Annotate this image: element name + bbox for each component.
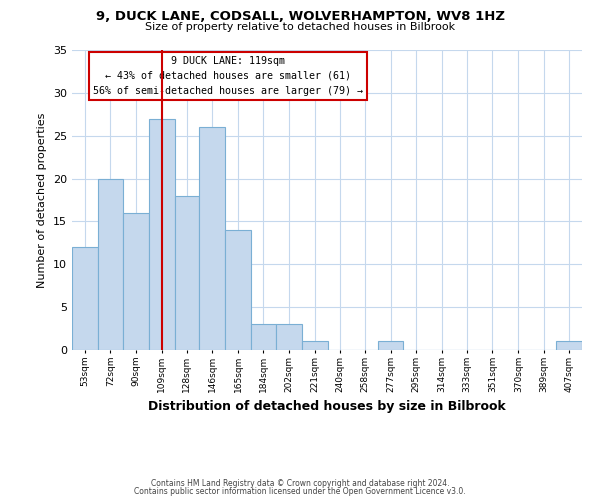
Bar: [251, 324, 276, 350]
Y-axis label: Number of detached properties: Number of detached properties: [37, 112, 47, 288]
Text: 9, DUCK LANE, CODSALL, WOLVERHAMPTON, WV8 1HZ: 9, DUCK LANE, CODSALL, WOLVERHAMPTON, WV…: [95, 10, 505, 23]
Text: 9 DUCK LANE: 119sqm
← 43% of detached houses are smaller (61)
56% of semi-detach: 9 DUCK LANE: 119sqm ← 43% of detached ho…: [92, 56, 362, 96]
Text: Contains public sector information licensed under the Open Government Licence v3: Contains public sector information licen…: [134, 487, 466, 496]
Text: Contains HM Land Registry data © Crown copyright and database right 2024.: Contains HM Land Registry data © Crown c…: [151, 478, 449, 488]
Text: Size of property relative to detached houses in Bilbrook: Size of property relative to detached ho…: [145, 22, 455, 32]
Bar: [556, 342, 582, 350]
Bar: [225, 230, 251, 350]
X-axis label: Distribution of detached houses by size in Bilbrook: Distribution of detached houses by size …: [148, 400, 506, 413]
Bar: [122, 213, 149, 350]
Bar: [378, 342, 403, 350]
Bar: [276, 324, 302, 350]
Bar: [72, 247, 98, 350]
Bar: [149, 118, 175, 350]
Bar: [98, 178, 122, 350]
Bar: [302, 342, 328, 350]
Bar: [175, 196, 199, 350]
Bar: [199, 127, 225, 350]
